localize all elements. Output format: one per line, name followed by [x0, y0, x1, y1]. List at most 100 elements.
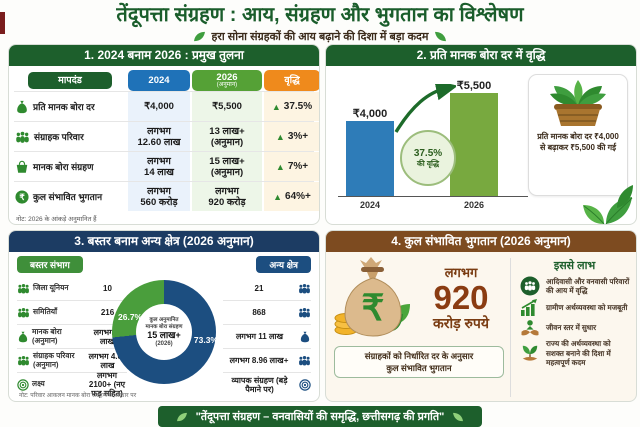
svg-text:₹: ₹ [362, 287, 385, 328]
value-2026-line2: (अनुमान) [210, 166, 244, 178]
bar-2024: ₹4,000 [346, 107, 394, 196]
comparison-table: मापदंड 2024 2026 (अनुमान) वृद्धि प्रति म… [9, 66, 319, 211]
leaf-icon [434, 31, 447, 42]
growth-badge-percent: 37.5% [413, 147, 443, 159]
up-arrow-icon [276, 132, 285, 142]
other-value: लगभग 11 लाख [236, 332, 283, 341]
table-header-row: मापदंड 2024 2026 (अनुमान) वृद्धि [14, 70, 319, 91]
panel3-title: 3. बस्तर बनाम अन्य क्षेत्र (2026 अनुमान) [9, 231, 319, 252]
row-label: जिला यूनियन [33, 283, 69, 293]
value-2024: लगभग [147, 125, 171, 137]
benefit-text: ग्रामीण अर्थव्यवस्था को मजबूती [546, 302, 628, 312]
panel1-title: 1. 2024 बनाम 2026 : प्रमुख तुलना [9, 45, 319, 66]
payment-body: ₹ लगभग 920 करोड़ रुपये संग्राहकों को निर… [326, 252, 636, 401]
rate-chart-body: ₹4,000 ₹5,500 2024 2026 37.5% की वृद्धि [326, 66, 636, 224]
other-value: 868 [252, 308, 266, 317]
panel-total-payment: 4. कुल संभावित भुगतान (2026 अनुमान) [325, 230, 637, 402]
other-region-column: 21 868 लगभग 11 लाख लगभग 8.96 लाख+ व्यापक… [223, 277, 311, 396]
value-2026-line2: (अनुमान) [210, 136, 244, 148]
bastar-value: 216 [100, 308, 115, 317]
value-2024: लगभग [147, 155, 171, 167]
footer: "तेंदूपत्ता संग्रहण – वनवासियों की समृद्… [0, 406, 640, 427]
list-item: समितियाँ 216 [17, 301, 127, 325]
target-icon [299, 378, 311, 391]
bar-chart: ₹4,000 ₹5,500 2024 2026 37.5% की वृद्धि [338, 72, 528, 210]
other-value: लगभग 8.96 लाख+ [229, 356, 289, 365]
value-2024-line2: 14 लाख [144, 166, 174, 178]
amount-unit: करोड़ रुपये [433, 315, 489, 331]
money-bag-icon [17, 331, 29, 343]
svg-text:₹: ₹ [19, 192, 24, 202]
value-2024: लगभग [147, 185, 171, 197]
leaf-icon [452, 412, 464, 422]
tribal-families-icon [519, 276, 541, 296]
benefits-column: इससे लाभ आदिवासी और वनवासी परिवारों की आ… [510, 258, 636, 397]
list-item: लगभग 11 लाख [223, 325, 311, 349]
row-label: मानक बोरा संग्रहण [33, 162, 94, 172]
table-row: ₹ कुल संभावित भुगतान लगभग 560 करोड़ लगभग 92… [14, 181, 319, 211]
other-value: व्यापक संग्रहण (बड़े पैमाने पर) [231, 375, 288, 394]
bastar-value: लगभग 2100+ (नए फड़ सहित) [88, 371, 126, 398]
amount-number: 920 [433, 279, 489, 316]
list-item: लक्ष्य लगभग 2100+ (नए फड़ सहित) [17, 371, 127, 398]
leaf-basket-illustration [545, 79, 611, 129]
row-label: मानक बोरा (अनुमान) [32, 327, 62, 345]
column-header-growth: वृद्धि [264, 70, 319, 91]
ribbon-accent [0, 12, 5, 34]
growth-badge: 37.5% की वृद्धि [400, 130, 456, 186]
region-comparison-body: जिला यूनियन 10 समितियाँ 216 मानक बोरा (अनु… [17, 277, 311, 398]
bastar-region-badge: बस्तर संभाग [17, 256, 83, 273]
benefit-text: आदिवासी और वनवासी परिवारों की आय में वृद… [546, 276, 630, 296]
rate-note-card: प्रति मानक बोरा दर ₹4,000 से बढ़ाकर ₹5,5… [528, 74, 628, 196]
column-header-2026: 2026 (अनुमान) [192, 70, 262, 91]
benefits-title: इससे लाभ [553, 260, 596, 272]
rural-economy-growth-icon [519, 299, 541, 316]
benefit-item: ग्रामीण अर्थव्यवस्था को मजबूती [519, 299, 630, 316]
growth-value: 7%+ [287, 161, 309, 172]
bar-2026: ₹5,500 [450, 79, 498, 196]
basket-icon [15, 160, 29, 174]
column-header-2026-main: 2026 [216, 71, 238, 83]
table-row: मानक बोरा संग्रहण लगभग 14 लाख 15 लाख+ (अनु… [14, 151, 319, 181]
committees-icon [17, 307, 30, 318]
row-label: कुल संभावित भुगतान [33, 192, 103, 202]
payment-note-line1: संग्राहकों को निर्धारित दर के अनुसार [364, 351, 474, 361]
living-standard-icon [519, 319, 541, 336]
list-item: मानक बोरा (अनुमान) लगभग 4 लाख [17, 325, 127, 349]
donut-center-line2: मानक बोरा संग्रहण [145, 323, 183, 330]
bastar-column: जिला यूनियन 10 समितियाँ 216 मानक बोरा (अनु… [17, 277, 127, 398]
bar-2024-value-label: ₹4,000 [352, 108, 388, 120]
row-label: संग्राहक परिवार (अनुमान) [33, 351, 75, 369]
rate-note-text: प्रति मानक बोरा दर ₹4,000 से बढ़ाकर ₹5,5… [537, 132, 619, 152]
bar-2024-column [346, 121, 394, 196]
donut-blue-percent: 73.3% [193, 335, 218, 345]
growth-value: 64%+ [285, 191, 311, 202]
benefit-item: आदिवासी और वनवासी परिवारों की आय में वृद… [519, 276, 630, 296]
value-2024: ₹4,000 [144, 101, 174, 112]
donut-chart: 26.7% 73.3% कुल अनुमानित मानक बोरा संग्र… [112, 280, 218, 384]
value-2026: 15 लाख+ [209, 155, 245, 167]
table-row: संग्राहक परिवार लगभग 12.60 लाख 13 लाख+ (अन… [14, 121, 319, 151]
panel3-note: नोट: परिवार आकलन मानक बोरा संग्रहण के आध… [19, 393, 137, 399]
payment-note-line2: कुल संभावित भुगतान [386, 363, 452, 373]
donut-green-percent: 26.7% [118, 312, 143, 322]
value-2026: ₹5,500 [212, 101, 242, 112]
other-region-badge: अन्य क्षेत्र [256, 256, 311, 273]
payment-note-box: संग्राहकों को निर्धारित दर के अनुसार कुल… [334, 346, 504, 378]
row-label: लक्ष्य [32, 379, 45, 389]
column-header-2026-sub: (अनुमान) [216, 81, 238, 88]
leaf-icon [193, 31, 206, 42]
bar-2026-value-label: ₹5,500 [456, 80, 492, 92]
amount-approx: लगभग [444, 265, 478, 280]
footer-banner: "तेंदूपत्ता संग्रहण – वनवासियों की समृद्… [157, 406, 483, 427]
leaf-icon [176, 412, 188, 422]
benefit-item: राज्य की अर्थव्यवस्था को सशक्त बनाने की … [519, 339, 630, 368]
list-item: जिला यूनियन 10 [17, 277, 127, 301]
region-headers: बस्तर संभाग अन्य क्षेत्र [9, 252, 319, 275]
rupee-circle-icon: ₹ [15, 189, 29, 204]
header: तेंदूपत्ता संग्रहण : आय, संग्रहण और भुगत… [0, 0, 640, 44]
bastar-value: 10 [103, 284, 112, 293]
value-2024-line2: 560 करोड़ [140, 196, 178, 208]
panel1-note: नोट: 2026 के आंकड़े अनुमानित हैं [16, 216, 97, 223]
list-item: 21 [223, 277, 311, 301]
